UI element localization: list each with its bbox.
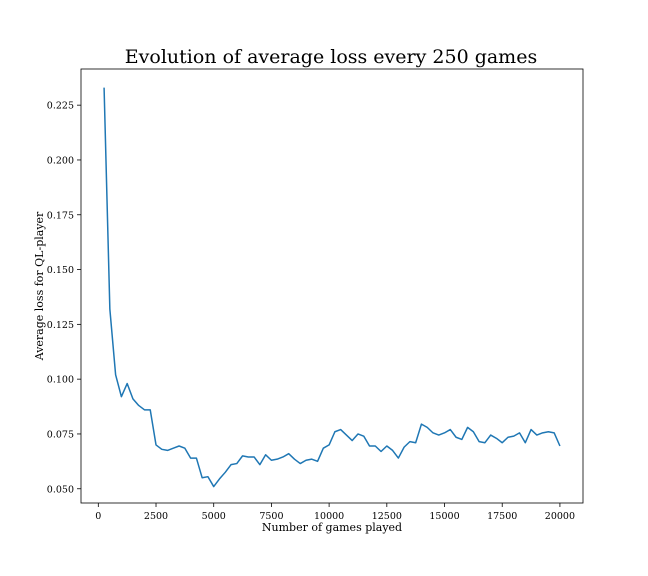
- y-tick-label: 0.150: [47, 265, 74, 276]
- x-tick-label: 10000: [314, 511, 344, 522]
- x-tick-label: 5000: [202, 511, 226, 522]
- y-tick-label: 0.075: [47, 429, 74, 440]
- y-tick-label: 0.175: [47, 210, 74, 221]
- y-axis: 0.050 0.075 0.100 0.125 0.150 0.175 0.200 0.225: [47, 101, 81, 495]
- y-tick-label: 0.200: [47, 155, 74, 166]
- x-tick-label: 7500: [259, 511, 283, 522]
- y-axis-label: Average loss for QL-player: [33, 211, 46, 361]
- x-tick-label: 15000: [429, 511, 459, 522]
- chart-title: Evolution of average loss every 250 game…: [125, 46, 537, 68]
- y-tick-label: 0.100: [47, 375, 74, 386]
- plot-area: [80, 68, 584, 504]
- x-tick-label: 2500: [144, 511, 168, 522]
- x-axis: 0 2500 5000 7500 10000 12500 15000 17500 20000: [95, 503, 575, 522]
- x-tick-label: 0: [95, 511, 101, 522]
- series-line: [103, 87, 561, 488]
- x-tick-label: 12500: [372, 511, 402, 522]
- x-axis-label: Number of games played: [262, 521, 402, 534]
- y-tick-label: 0.225: [47, 101, 74, 112]
- y-tick-label: 0.050: [47, 484, 74, 495]
- y-tick-label: 0.125: [47, 320, 74, 331]
- x-tick-label: 20000: [545, 511, 575, 522]
- x-tick-label: 17500: [487, 511, 517, 522]
